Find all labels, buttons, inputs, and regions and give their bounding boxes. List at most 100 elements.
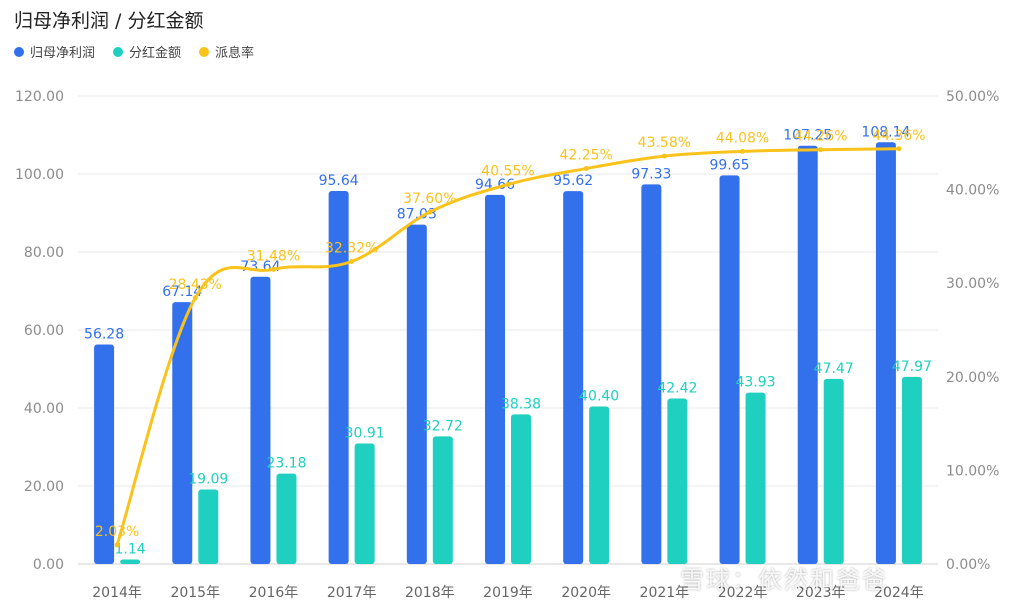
- y-right-tick-label: 50.00%: [946, 89, 999, 105]
- bar-profit: [797, 145, 818, 564]
- chart-title: 归母净利润 / 分红金额: [14, 10, 204, 32]
- legend-label-dividend: 分红金额: [129, 46, 182, 61]
- data-label-dividend: 42.42: [657, 381, 697, 397]
- bar-dividend: [432, 436, 453, 564]
- watermark: 雪球：依然和爸爸: [680, 566, 888, 594]
- point-payout: [270, 266, 276, 272]
- bar-dividend: [745, 392, 766, 564]
- x-tick-label: 2022年: [718, 585, 768, 601]
- data-label-dividend: 47.47: [814, 361, 854, 377]
- legend-dot-profit: [14, 46, 24, 57]
- y-left-tick-label: 80.00: [24, 245, 64, 261]
- data-label-payout: 2.03%: [95, 524, 139, 540]
- point-payout: [349, 258, 355, 264]
- point-payout: [818, 147, 824, 153]
- data-label-profit: 107.25: [783, 128, 832, 144]
- point-payout: [896, 146, 902, 152]
- data-label-payout: 40.55%: [481, 163, 534, 179]
- x-tick-label: 2014年: [92, 585, 142, 601]
- bar-dividend: [276, 473, 297, 564]
- data-label-profit: 97.33: [631, 166, 671, 182]
- bar-profit: [172, 302, 193, 564]
- series-line-payout: [115, 147, 899, 546]
- legend-item-dividend[interactable]: 分红金额: [113, 42, 181, 61]
- y-left-tick-label: 60.00: [24, 323, 64, 339]
- point-payout: [740, 148, 746, 154]
- bar-dividend: [667, 398, 688, 564]
- y-right-tick-label: 30.00%: [946, 276, 999, 292]
- data-label-payout: 44.26%: [794, 129, 847, 145]
- data-label-profit: 67.14: [162, 284, 202, 300]
- data-label-profit: 56.28: [84, 327, 124, 343]
- data-label-dividend: 23.18: [266, 456, 306, 472]
- chart-legend: 归母净利润 分红金额 派息率: [14, 42, 254, 61]
- bar-dividend: [120, 559, 141, 564]
- bar-profit: [250, 276, 271, 564]
- x-tick-label: 2018年: [405, 585, 455, 601]
- y-left-tick-label: 120.00: [15, 89, 64, 105]
- legend-label-profit: 归母净利润: [30, 46, 96, 61]
- data-label-dividend: 43.93: [735, 375, 775, 391]
- bar-profit: [875, 142, 896, 564]
- bar-profit: [406, 224, 427, 564]
- data-label-payout: 44.08%: [716, 130, 769, 146]
- point-payout: [505, 181, 511, 187]
- x-tick-label: 2016年: [249, 585, 299, 601]
- data-label-dividend: 32.72: [423, 418, 463, 434]
- y-right-tick-label: 20.00%: [946, 370, 999, 386]
- legend-label-payout: 派息率: [215, 46, 255, 61]
- legend-item-profit[interactable]: 归母净利润: [14, 42, 95, 61]
- data-label-payout: 31.48%: [247, 248, 300, 264]
- data-label-dividend: 47.97: [892, 359, 932, 375]
- data-label-dividend: 19.09: [188, 472, 228, 488]
- x-tick-label: 2020年: [561, 585, 611, 601]
- point-payout: [192, 295, 198, 301]
- y-left-tick-label: 20.00: [24, 479, 64, 495]
- x-tick-label: 2024年: [874, 585, 924, 601]
- data-label-profit: 87.03: [397, 207, 437, 223]
- bar-dividend: [354, 443, 375, 564]
- data-label-payout: 37.60%: [403, 191, 456, 207]
- data-label-payout: 32.32%: [325, 240, 378, 256]
- point-payout: [661, 153, 667, 159]
- y-right-tick-label: 10.00%: [946, 463, 999, 479]
- y-left-tick-label: 0.00: [33, 557, 64, 573]
- data-label-profit: 108.14: [861, 124, 910, 140]
- legend-dot-payout: [199, 46, 210, 57]
- x-tick-label: 2023年: [796, 585, 846, 601]
- data-label-profit: 94.66: [475, 177, 515, 193]
- x-tick-label: 2015年: [170, 585, 220, 601]
- y-left-tick-label: 40.00: [24, 401, 64, 417]
- data-label-payout: 43.58%: [638, 135, 691, 151]
- data-label-dividend: 30.91: [345, 425, 385, 441]
- bar-dividend: [823, 378, 844, 564]
- data-label-profit: 95.62: [553, 173, 593, 189]
- bar-dividend: [901, 376, 922, 564]
- data-label-dividend: 38.38: [501, 396, 541, 412]
- legend-item-payout[interactable]: 派息率: [199, 42, 254, 61]
- x-tick-label: 2019年: [483, 585, 533, 601]
- x-tick-label: 2017年: [327, 585, 377, 601]
- point-payout: [427, 209, 433, 215]
- bar-profit: [485, 194, 505, 565]
- bar-profit: [719, 175, 740, 565]
- data-label-payout: 28.43%: [169, 277, 222, 293]
- bar-profit: [563, 191, 584, 564]
- bar-dividend: [511, 414, 531, 564]
- data-label-dividend: 40.40: [579, 388, 619, 404]
- y-right-tick-label: 0.00%: [946, 557, 990, 573]
- bar-profit: [328, 191, 349, 564]
- data-label-profit: 99.65: [709, 157, 749, 173]
- bar-profit: [641, 184, 662, 564]
- point-payout: [583, 166, 589, 172]
- data-label-payout: 44.36%: [872, 128, 925, 144]
- bar-dividend: [589, 406, 610, 564]
- data-label-payout: 42.25%: [559, 148, 612, 164]
- data-label-profit: 95.64: [319, 173, 359, 189]
- data-label-dividend: 1.14: [115, 542, 146, 558]
- legend-dot-dividend: [113, 46, 124, 57]
- x-tick-label: 2021年: [640, 585, 690, 601]
- y-right-tick-label: 40.00%: [946, 183, 999, 199]
- bar-dividend: [198, 489, 219, 564]
